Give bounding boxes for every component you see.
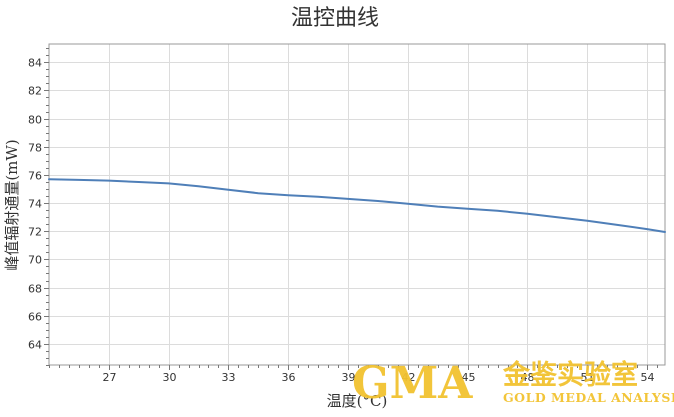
y-tick-label: 70 — [28, 254, 42, 267]
y-tick-label: 72 — [28, 226, 42, 239]
x-tick-label: 33 — [222, 371, 236, 384]
y-tick-label: 68 — [28, 283, 42, 296]
plot-area — [48, 43, 666, 366]
y-tick-label: 76 — [28, 170, 42, 183]
x-axis-label: 温度(°C) — [327, 392, 388, 410]
x-tick-labels: 27 30 33 36 39 42 45 48 51 54 — [103, 371, 655, 384]
y-tick-label: 74 — [28, 198, 42, 211]
watermark-brand-en: GOLD MEDAL ANALYSIS — [503, 390, 674, 405]
minor-ticks — [44, 48, 658, 370]
x-tick-label: 48 — [521, 371, 535, 384]
y-axis-label: 峰值辐射通量(mW) — [3, 139, 21, 270]
x-tick-label: 39 — [342, 371, 356, 384]
y-tick-label: 82 — [28, 85, 42, 98]
watermark-brand-cn: 金鉴实验室 — [502, 359, 638, 391]
series-line — [48, 178, 666, 233]
chart-title: 温控曲线 — [291, 6, 379, 31]
x-tick-label: 51 — [581, 371, 595, 384]
y-tick-label: 78 — [28, 142, 42, 155]
grid — [49, 44, 665, 365]
y-tick-labels: 64 66 68 70 72 74 76 78 80 82 84 — [28, 57, 42, 352]
x-tick-label: 45 — [462, 371, 476, 384]
watermark: GMA 金鉴实验室 GOLD MEDAL ANALYSIS — [352, 358, 674, 409]
x-tick-label: 36 — [282, 371, 296, 384]
y-tick-label: 84 — [28, 57, 42, 70]
y-tick-label: 80 — [28, 114, 42, 127]
x-tick-label: 27 — [103, 371, 117, 384]
x-tick-label: 54 — [641, 371, 655, 384]
series — [48, 178, 666, 233]
watermark-brand: GMA — [352, 358, 473, 409]
y-tick-label: 64 — [28, 339, 42, 352]
x-tick-label: 30 — [163, 371, 177, 384]
y-tick-label: 66 — [28, 311, 42, 324]
x-tick-label: 42 — [402, 371, 416, 384]
